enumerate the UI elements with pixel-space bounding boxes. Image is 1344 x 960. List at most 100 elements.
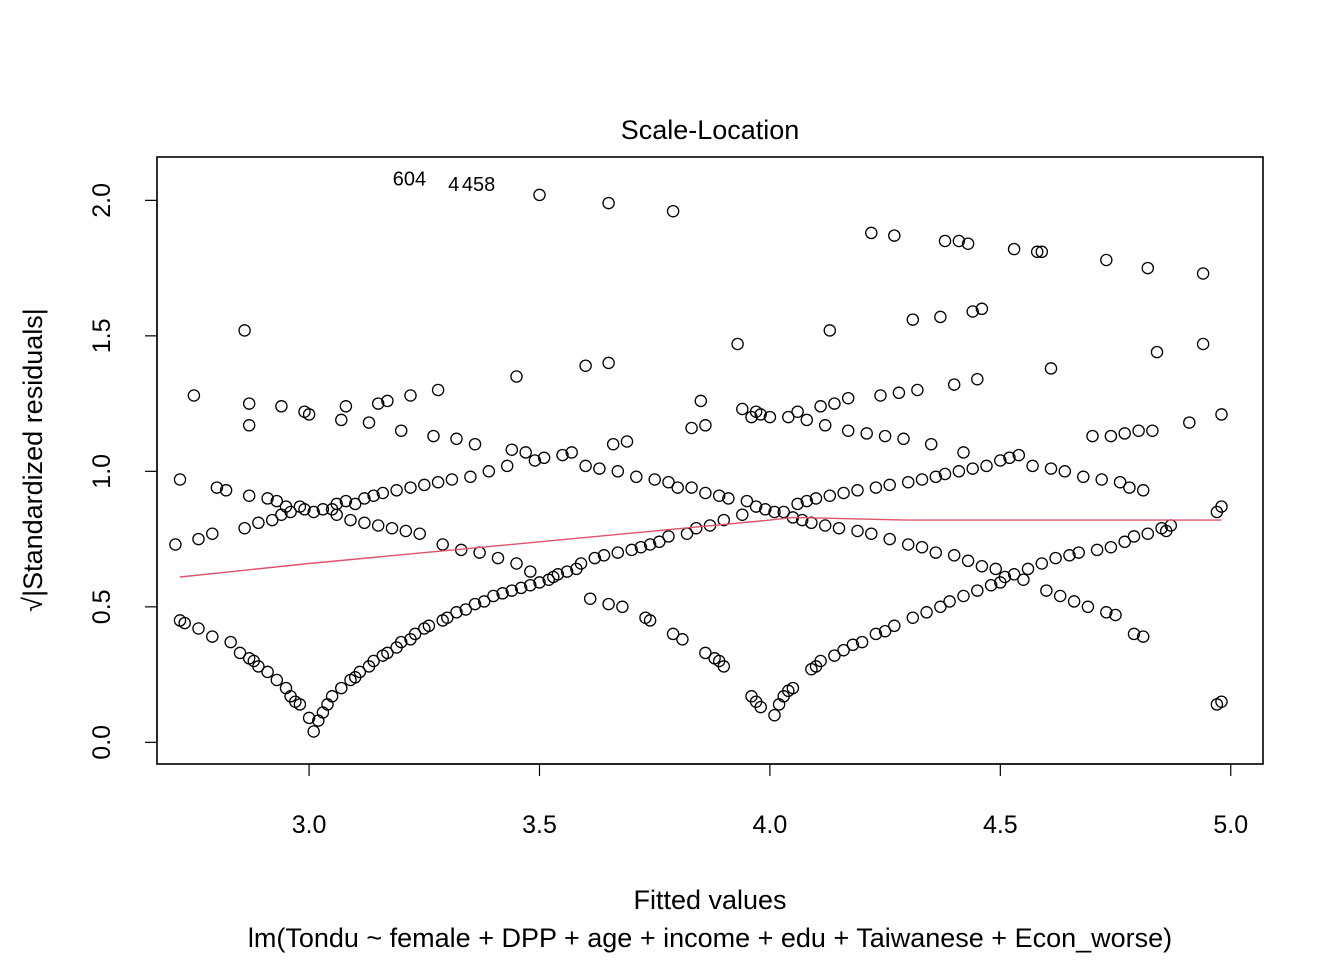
- residual-point: [445, 473, 459, 486]
- residual-point: [270, 673, 284, 687]
- residual-point: [399, 524, 413, 538]
- residual-point: [975, 302, 989, 316]
- residual-point: [1104, 540, 1118, 554]
- residual-point: [487, 589, 500, 603]
- residual-point: [270, 494, 284, 508]
- residual-point: [1007, 568, 1021, 581]
- residual-point: [768, 505, 781, 519]
- residual-point: [653, 535, 666, 549]
- residual-point: [1123, 481, 1136, 494]
- residual-point: [938, 234, 952, 248]
- residual-point: [1141, 527, 1155, 540]
- residual-point: [339, 400, 353, 413]
- residual-point: [242, 397, 256, 410]
- residual-point: [1044, 362, 1058, 375]
- residual-point: [1150, 345, 1164, 359]
- residual-point: [510, 557, 523, 570]
- residual-point: [602, 597, 615, 611]
- residual-point: [510, 370, 523, 383]
- residual-point: [892, 386, 906, 400]
- residual-point: [740, 494, 754, 508]
- residual-point: [809, 492, 823, 505]
- residual-point: [837, 486, 850, 500]
- residual-point: [694, 394, 708, 408]
- residual-point: [178, 616, 191, 630]
- residual-point: [841, 424, 855, 437]
- residual-point: [279, 681, 293, 695]
- residual-point: [390, 484, 403, 497]
- residual-point: [1035, 245, 1049, 259]
- residual-point: [1146, 424, 1159, 437]
- residual-point: [897, 432, 910, 446]
- residual-point: [261, 665, 274, 679]
- residual-point: [252, 516, 265, 530]
- residual-point: [828, 397, 841, 410]
- residual-point: [666, 204, 680, 218]
- residual-point: [957, 589, 970, 603]
- residual-point: [265, 513, 279, 527]
- residual-point: [611, 465, 625, 478]
- residual-point: [427, 429, 440, 443]
- residual-point: [579, 459, 592, 473]
- residual-point: [943, 595, 956, 608]
- residual-point: [238, 521, 251, 535]
- residual-point: [1090, 543, 1104, 557]
- residual-point: [643, 538, 657, 551]
- residual-point: [376, 486, 390, 500]
- residual-point: [671, 481, 684, 494]
- residual-point: [1063, 549, 1076, 562]
- residual-point: [814, 400, 827, 413]
- residual-point: [551, 568, 565, 581]
- residual-point: [869, 627, 883, 641]
- residual-point: [169, 538, 182, 551]
- residual-point: [851, 484, 864, 497]
- residual-point: [620, 435, 634, 448]
- residual-point: [1086, 429, 1099, 443]
- residual-point: [367, 489, 380, 502]
- residual-point: [782, 410, 795, 424]
- residual-point: [971, 372, 984, 386]
- residual-point: [519, 446, 532, 459]
- y-tick-label: 0.5: [88, 589, 116, 624]
- residual-point: [888, 619, 901, 633]
- residual-point: [722, 492, 735, 505]
- residual-point: [791, 497, 804, 511]
- residual-point: [800, 494, 814, 508]
- residual-point: [284, 505, 297, 519]
- x-tick-label: 5.0: [1213, 811, 1248, 839]
- residual-point: [316, 503, 330, 516]
- residual-point: [1118, 535, 1131, 549]
- residual-point: [1132, 424, 1145, 437]
- residual-point: [597, 549, 611, 562]
- residual-point: [1118, 427, 1131, 440]
- residual-point: [689, 521, 703, 535]
- residual-point: [768, 708, 781, 722]
- residual-point: [593, 462, 606, 475]
- residual-point: [814, 654, 827, 668]
- residual-point: [971, 584, 984, 597]
- residual-point: [1081, 600, 1095, 614]
- residual-point: [1215, 500, 1228, 513]
- residual-point: [915, 473, 929, 486]
- residual-point: [611, 546, 625, 559]
- residual-point: [851, 524, 864, 538]
- residual-point: [422, 619, 436, 633]
- residual-point: [491, 551, 505, 565]
- residual-point: [588, 551, 602, 565]
- residual-point: [206, 527, 219, 540]
- residual-point: [206, 630, 219, 643]
- residual-point: [192, 622, 205, 635]
- residual-point: [911, 383, 924, 397]
- residual-point: [961, 237, 975, 250]
- residual-point: [353, 665, 367, 679]
- residual-point: [339, 494, 353, 508]
- residual-point: [874, 389, 887, 402]
- residual-point: [966, 305, 979, 318]
- residual-point: [685, 421, 698, 435]
- residual-point: [344, 513, 357, 527]
- residual-point: [1026, 459, 1039, 473]
- residual-point: [1077, 470, 1090, 484]
- y-tick-label: 0.0: [88, 725, 116, 760]
- residual-point: [865, 527, 878, 540]
- residual-point: [685, 481, 698, 494]
